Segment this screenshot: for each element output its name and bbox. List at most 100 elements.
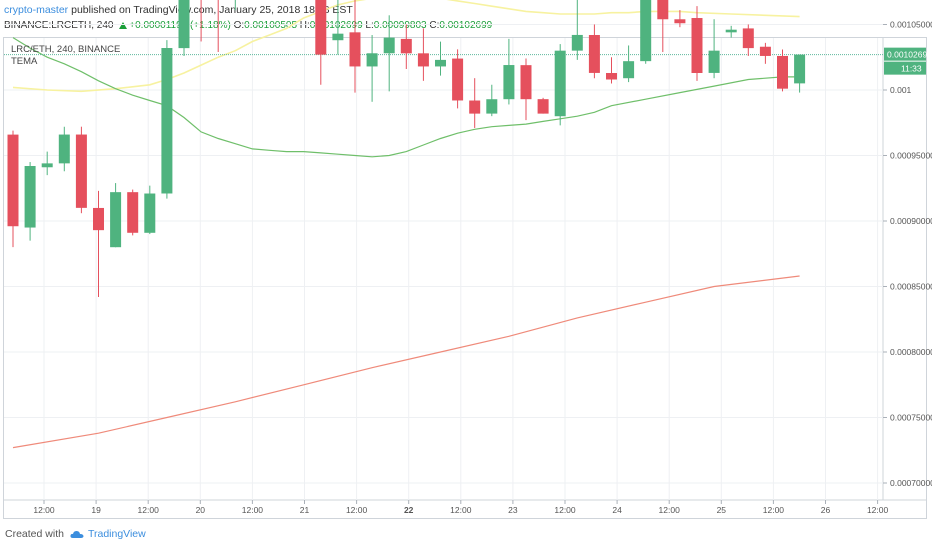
candle-body xyxy=(725,29,737,33)
candle-body xyxy=(366,53,378,67)
candle-body xyxy=(24,166,36,228)
author-link[interactable]: crypto-master xyxy=(4,4,69,16)
low-value: 0.00099803 xyxy=(373,20,427,31)
grid xyxy=(4,24,926,501)
countdown-tag xyxy=(884,61,926,75)
x-tick-label: 12:00 xyxy=(554,505,576,515)
candle-body xyxy=(178,0,190,49)
candle-body xyxy=(349,32,361,67)
y-tick-label: 0.00070000 xyxy=(890,478,932,488)
y-tick-label: 0.00085000 xyxy=(890,282,932,292)
indicator-label: TEMA xyxy=(11,56,38,67)
y-tick-label: 0.00075000 xyxy=(890,413,932,423)
tradingview-logo-icon xyxy=(70,530,84,538)
chart-frame xyxy=(3,37,927,519)
candle-body xyxy=(623,61,635,79)
candle-body xyxy=(588,35,600,73)
price-axis: 0.00070000 0.00075000 0.00080000 0.00085000… xyxy=(883,20,932,488)
chart-legend: LRC/ETH, 240, BINANCE TEMA xyxy=(11,44,120,68)
pair-label: LRC/ETH, 240, BINANCE xyxy=(11,44,121,55)
x-tick-label: 21 xyxy=(300,505,310,515)
candle-body xyxy=(606,73,617,80)
candle-body xyxy=(486,99,498,114)
candle-body xyxy=(640,0,652,62)
open-label: O: xyxy=(233,20,245,31)
candle-body xyxy=(400,38,412,54)
countdown-label: 11:33 xyxy=(901,64,922,74)
candle-body xyxy=(315,0,327,55)
high-value: 0.00102699 xyxy=(309,20,363,31)
x-tick-label: 23 xyxy=(508,505,518,515)
candle-body xyxy=(58,134,70,164)
publish-line: crypto-master published on TradingView.c… xyxy=(4,2,492,18)
last-price-tag xyxy=(884,47,926,61)
x-tick-label: 12:00 xyxy=(242,505,264,515)
footer: Created with TradingView xyxy=(5,528,146,540)
close-label: C: xyxy=(429,20,440,31)
candle-body xyxy=(75,134,87,208)
candle-body xyxy=(742,28,754,49)
candle-body xyxy=(417,53,429,67)
x-tick-label: 25 xyxy=(717,505,727,515)
candle-body xyxy=(332,33,344,41)
x-tick-label: 12:00 xyxy=(867,505,889,515)
y-tick-label: 0.00105000 xyxy=(890,20,932,30)
x-tick-label: 12:00 xyxy=(33,505,55,515)
time-axis: 12:00 19 12:00 20 12:00 21 12:00 22 12:00 23 12:00… xyxy=(33,500,889,515)
x-tick-label: 22 xyxy=(404,505,414,515)
candle-body xyxy=(110,192,122,248)
y-tick-label: 0.00090000 xyxy=(890,216,932,226)
x-tick-label: 12:00 xyxy=(450,505,472,515)
moving-averages xyxy=(4,0,883,449)
x-tick-label: 20 xyxy=(196,505,206,515)
candle-body xyxy=(520,65,532,100)
candle-body xyxy=(554,50,566,117)
x-tick-label: 12:00 xyxy=(346,505,368,515)
up-arrow-icon xyxy=(119,22,128,29)
candle-body xyxy=(469,100,481,114)
ma-green-line xyxy=(12,37,800,158)
symbol-label: BINANCE:LRCETH, 240 xyxy=(4,20,114,31)
ma-red-line xyxy=(12,275,800,449)
candle-body xyxy=(144,193,156,233)
x-tick-label: 24 xyxy=(612,505,622,515)
candle-body xyxy=(452,58,464,101)
candle-body xyxy=(571,34,583,51)
candles xyxy=(7,0,806,297)
candle-body xyxy=(7,134,19,227)
candle-body xyxy=(41,163,53,168)
x-tick-label: 12:00 xyxy=(763,505,785,515)
x-tick-label: 12:00 xyxy=(138,505,160,515)
candle-body xyxy=(537,99,549,114)
candle-body xyxy=(759,46,771,56)
candle-body xyxy=(93,207,104,231)
close-value: 0.00102699 xyxy=(439,20,493,31)
candle-body xyxy=(127,192,139,233)
candle-body xyxy=(777,55,788,89)
candle-body xyxy=(435,59,446,67)
candle-body xyxy=(691,18,703,73)
last-price-label: 0.00102699 xyxy=(887,50,932,60)
y-tick-label: 0.00080000 xyxy=(890,347,932,357)
open-value: 0.00100505 xyxy=(244,20,298,31)
candle-body xyxy=(503,65,515,100)
candle-body xyxy=(794,54,806,84)
high-label: H: xyxy=(299,20,310,31)
x-tick-label: 12:00 xyxy=(659,505,681,515)
x-tick-label: 19 xyxy=(91,505,101,515)
low-label: L: xyxy=(365,20,374,31)
publish-info: published on TradingView.com, January 25… xyxy=(68,4,353,16)
ma-yellow-line xyxy=(12,0,800,93)
candle-body xyxy=(161,48,173,194)
tradingview-link[interactable]: TradingView xyxy=(87,528,146,540)
candle-body xyxy=(657,0,669,20)
candle-body xyxy=(708,50,720,73)
y-tick-label: 0.001 xyxy=(890,85,912,95)
y-tick-label: 0.00095000 xyxy=(890,151,932,161)
candle-body xyxy=(383,37,395,54)
price-tags: 0.00102699 11:33 xyxy=(884,47,932,75)
created-with-label: Created with xyxy=(5,528,64,540)
candle-body xyxy=(674,19,686,24)
x-tick-label: 26 xyxy=(821,505,831,515)
